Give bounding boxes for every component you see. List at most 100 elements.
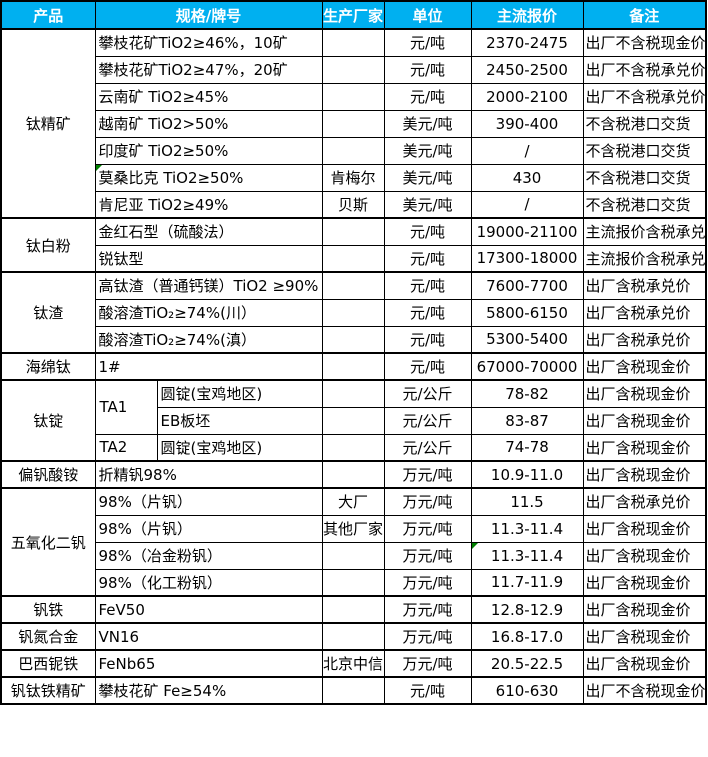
spec-cell: 98%（冶金粉钒） [94, 541, 323, 570]
table-row: 钒氮合金 VN16 万元/吨 16.8-17.0 出厂含税现金价 [0, 622, 707, 651]
table-row: 锐钛型 元/吨 17300-18000 主流报价含税承兑 [1, 244, 707, 273]
product-cell: 钛白粉 [0, 217, 96, 273]
price-cell: 20.5-22.5 [470, 649, 584, 678]
table-row: 印度矿 TiO2≥50% 美元/吨 / 不含税港口交货 [1, 136, 707, 165]
unit-cell: 元/吨 [383, 352, 472, 381]
note-cell: 出厂不含税现金价 [582, 676, 707, 705]
price-cell: 610-630 [470, 676, 584, 705]
spec-cell: 锐钛型 [94, 244, 323, 273]
manufacturer-cell: 大厂 [321, 487, 385, 516]
grade-cell: TA2 [94, 433, 158, 462]
error-marker-icon [96, 165, 102, 171]
table-row: 酸溶渣TiO₂≥74%(滇） 元/吨 5300-5400 出厂含税承兑价 [1, 325, 707, 354]
manufacturer-cell [321, 568, 385, 597]
table-row: 五氧化二钒 98%（片钒） 大厂 万元/吨 11.5 出厂含税承兑价 [0, 487, 707, 597]
unit-cell: 元/吨 [383, 271, 472, 300]
table-row: 钛白粉 金红石型（硫酸法） 元/吨 19000-21100 主流报价含税承兑 [0, 217, 707, 273]
unit-cell: 美元/吨 [383, 109, 472, 138]
note-cell: 出厂含税现金价 [582, 595, 707, 624]
price-cell: 78-82 [470, 379, 584, 408]
unit-cell: 元/公斤 [383, 379, 472, 408]
product-cell: 偏钒酸铵 [0, 460, 96, 489]
table-row: 巴西铌铁 FeNb65 北京中信 万元/吨 20.5-22.5 出厂含税现金价 [0, 649, 707, 678]
unit-cell: 元/吨 [383, 28, 472, 57]
note-cell: 出厂含税现金价 [582, 379, 707, 408]
note-cell: 出厂含税承兑价 [582, 271, 707, 300]
note-cell: 出厂含税承兑价 [582, 325, 707, 354]
note-cell: 不含税港口交货 [582, 163, 707, 192]
table-row: 钒铁 FeV50 万元/吨 12.8-12.9 出厂含税现金价 [0, 595, 707, 624]
unit-cell: 元/吨 [383, 676, 472, 705]
table-row: 酸溶渣TiO₂≥74%(川） 元/吨 5800-6150 出厂含税承兑价 [1, 298, 707, 327]
col-header-price: 主流报价 [470, 0, 584, 30]
spec-cell: 越南矿 TiO2>50% [94, 109, 323, 138]
note-cell: 不含税港口交货 [582, 136, 707, 165]
grade-cell: TA1 [94, 379, 158, 435]
note-cell: 出厂含税现金价 [582, 514, 707, 543]
unit-cell: 万元/吨 [383, 649, 472, 678]
unit-cell: 元/吨 [383, 244, 472, 273]
manufacturer-cell: 北京中信 [321, 649, 385, 678]
spec-cell: 圆锭(宝鸡地区) [156, 379, 323, 408]
price-cell: 16.8-17.0 [470, 622, 584, 651]
product-cell: 五氧化二钒 [0, 487, 96, 597]
unit-cell: 万元/吨 [383, 487, 472, 516]
spec-cell: 折精钒98% [94, 460, 323, 489]
manufacturer-cell [321, 433, 385, 462]
table-row: TA2 圆锭(宝鸡地区) 元/公斤 74-78 出厂含税现金价 [1, 433, 707, 462]
note-cell: 出厂含税现金价 [582, 568, 707, 597]
note-cell: 出厂含税现金价 [582, 460, 707, 489]
unit-cell: 元/吨 [383, 298, 472, 327]
note-cell: 主流报价含税承兑 [582, 244, 707, 273]
price-cell: 2000-2100 [470, 82, 584, 111]
col-header-manufacturer: 生产厂家 [321, 0, 385, 30]
col-header-spec: 规格/牌号 [94, 0, 323, 30]
error-marker-icon [472, 543, 478, 549]
product-cell: 钒氮合金 [0, 622, 96, 651]
price-cell: 12.8-12.9 [470, 595, 584, 624]
table-row: 莫桑比克 TiO2≥50% 肯梅尔 美元/吨 430 不含税港口交货 [1, 163, 707, 192]
note-cell: 出厂含税现金价 [582, 622, 707, 651]
spec-cell: 98%（片钒） [94, 487, 323, 516]
spec-cell: 攀枝花矿TiO2≥46%，10矿 [94, 28, 323, 57]
unit-cell: 元/吨 [383, 82, 472, 111]
manufacturer-cell [321, 217, 385, 246]
price-cell: 74-78 [470, 433, 584, 462]
price-cell: 19000-21100 [470, 217, 584, 246]
manufacturer-cell [321, 109, 385, 138]
note-cell: 主流报价含税承兑 [582, 217, 707, 246]
spec-cell: 高钛渣（普通钙镁）TiO2 ≥90% [94, 271, 323, 300]
note-cell: 不含税港口交货 [582, 190, 707, 219]
product-cell: 钒铁 [0, 595, 96, 624]
product-cell: 钛精矿 [0, 28, 96, 219]
table-row: 海绵钛 1# 元/吨 67000-70000 出厂含税现金价 [0, 352, 707, 381]
manufacturer-cell [321, 541, 385, 570]
price-cell: 390-400 [470, 109, 584, 138]
price-cell: 2450-2500 [470, 55, 584, 84]
price-cell: 10.9-11.0 [470, 460, 584, 489]
unit-cell: 万元/吨 [383, 595, 472, 624]
unit-cell: 美元/吨 [383, 163, 472, 192]
note-cell: 出厂含税现金价 [582, 406, 707, 435]
spec-cell: 攀枝花矿 Fe≥54% [94, 676, 323, 705]
table-row: 肯尼亚 TiO2≥49% 贝斯 美元/吨 / 不含税港口交货 [1, 190, 707, 219]
table-row: 98%（化工粉钒） 万元/吨 11.7-11.9 出厂含税现金价 [1, 568, 707, 597]
table-row: 98%（冶金粉钒） 万元/吨 11.3-11.4 出厂含税现金价 [1, 541, 707, 570]
manufacturer-cell [321, 244, 385, 273]
manufacturer-cell [321, 622, 385, 651]
price-cell: 430 [470, 163, 584, 192]
unit-cell: 美元/吨 [383, 136, 472, 165]
manufacturer-cell [321, 136, 385, 165]
price-cell: 7600-7700 [470, 271, 584, 300]
spec-cell: VN16 [94, 622, 323, 651]
manufacturer-cell [321, 28, 385, 57]
spec-cell: EB板坯 [156, 406, 323, 435]
table-row: 钛精矿 攀枝花矿TiO2≥46%，10矿 元/吨 2370-2475 出厂不含税现金价 [0, 28, 707, 219]
note-cell: 出厂含税现金价 [582, 649, 707, 678]
unit-cell: 万元/吨 [383, 622, 472, 651]
header-row: 产品 规格/牌号 生产厂家 单位 主流报价 备注 [0, 0, 707, 30]
price-cell: 5800-6150 [470, 298, 584, 327]
manufacturer-cell: 贝斯 [321, 190, 385, 219]
note-cell: 出厂不含税承兑价 [582, 55, 707, 84]
price-cell: 11.3-11.4 [470, 541, 584, 570]
